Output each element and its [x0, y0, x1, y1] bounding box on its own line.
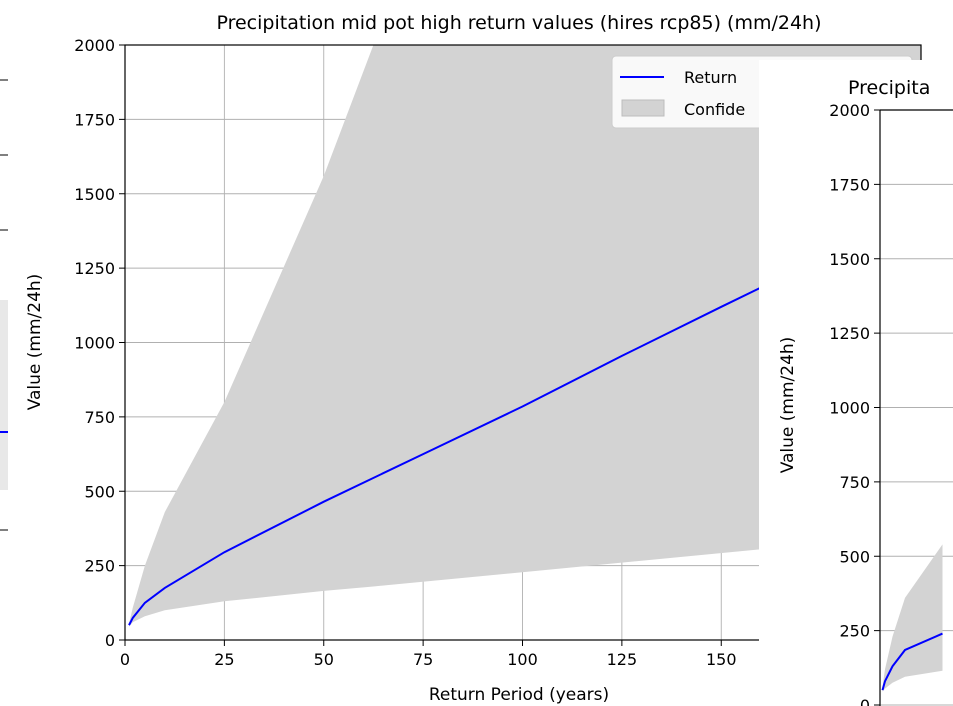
confidence-band [129, 45, 921, 627]
y-tick-label: 500 [84, 482, 115, 501]
return-value-line-secondary [881, 632, 943, 691]
y-tick-label-secondary: 1750 [829, 175, 870, 194]
y-tick-label: 250 [84, 557, 115, 576]
return-value-line [128, 286, 762, 626]
x-tick-label: 25 [214, 650, 234, 669]
y-tick-label: 1750 [74, 110, 115, 129]
y-tick-label: 1500 [74, 185, 115, 204]
y-tick-label: 2000 [74, 36, 115, 55]
legend-label-confidence: Confide [684, 100, 745, 119]
chart-main-ticks: 0 25 50 75 100 125 150025050075010001250150017… [74, 36, 736, 669]
y-tick-label: 0 [105, 631, 115, 650]
y-tick-label: 1000 [74, 334, 115, 353]
y-tick-label-secondary: 500 [839, 547, 870, 566]
x-tick-label: 100 [507, 650, 538, 669]
background-chart-fragment [0, 79, 8, 531]
y-tick-label-secondary: 1250 [829, 324, 870, 343]
chart-secondary-ylabel: Value (mm/24h) [778, 337, 798, 474]
legend-band-swatch [621, 99, 665, 117]
chart-secondary: 0 250 500 750 1000 1250 1500 1750 2000 Precipita… [759, 60, 953, 706]
chart-main-title: Precipitation mid pot high return values… [216, 12, 821, 34]
y-tick-label-secondary: 1000 [829, 399, 870, 418]
chart-main-xlabel: Return Period (years) [429, 685, 609, 705]
y-tick-label-secondary: 1500 [829, 250, 870, 269]
x-tick-label: 50 [314, 650, 334, 669]
y-tick-label-secondary: 2000 [829, 101, 870, 120]
chart-main-ylabel: Value (mm/24h) [25, 274, 45, 411]
confidence-band-secondary [882, 544, 943, 692]
y-tick-label-secondary: 750 [839, 473, 870, 492]
y-tick-label-secondary: 0 [860, 696, 870, 706]
chart-secondary-title: Precipita [848, 77, 930, 99]
chart-secondary-ticks: 0 250 500 750 1000 1250 1500 1750 2000 [829, 101, 880, 706]
y-tick-label-secondary: 250 [839, 622, 870, 641]
x-tick-label: 125 [607, 650, 638, 669]
x-tick-label: 0 [120, 650, 130, 669]
legend-label-return: Return [684, 68, 737, 87]
y-tick-label: 750 [84, 408, 115, 427]
y-tick-label: 1250 [74, 259, 115, 278]
x-tick-label: 150 [706, 650, 737, 669]
x-tick-label: 75 [413, 650, 433, 669]
